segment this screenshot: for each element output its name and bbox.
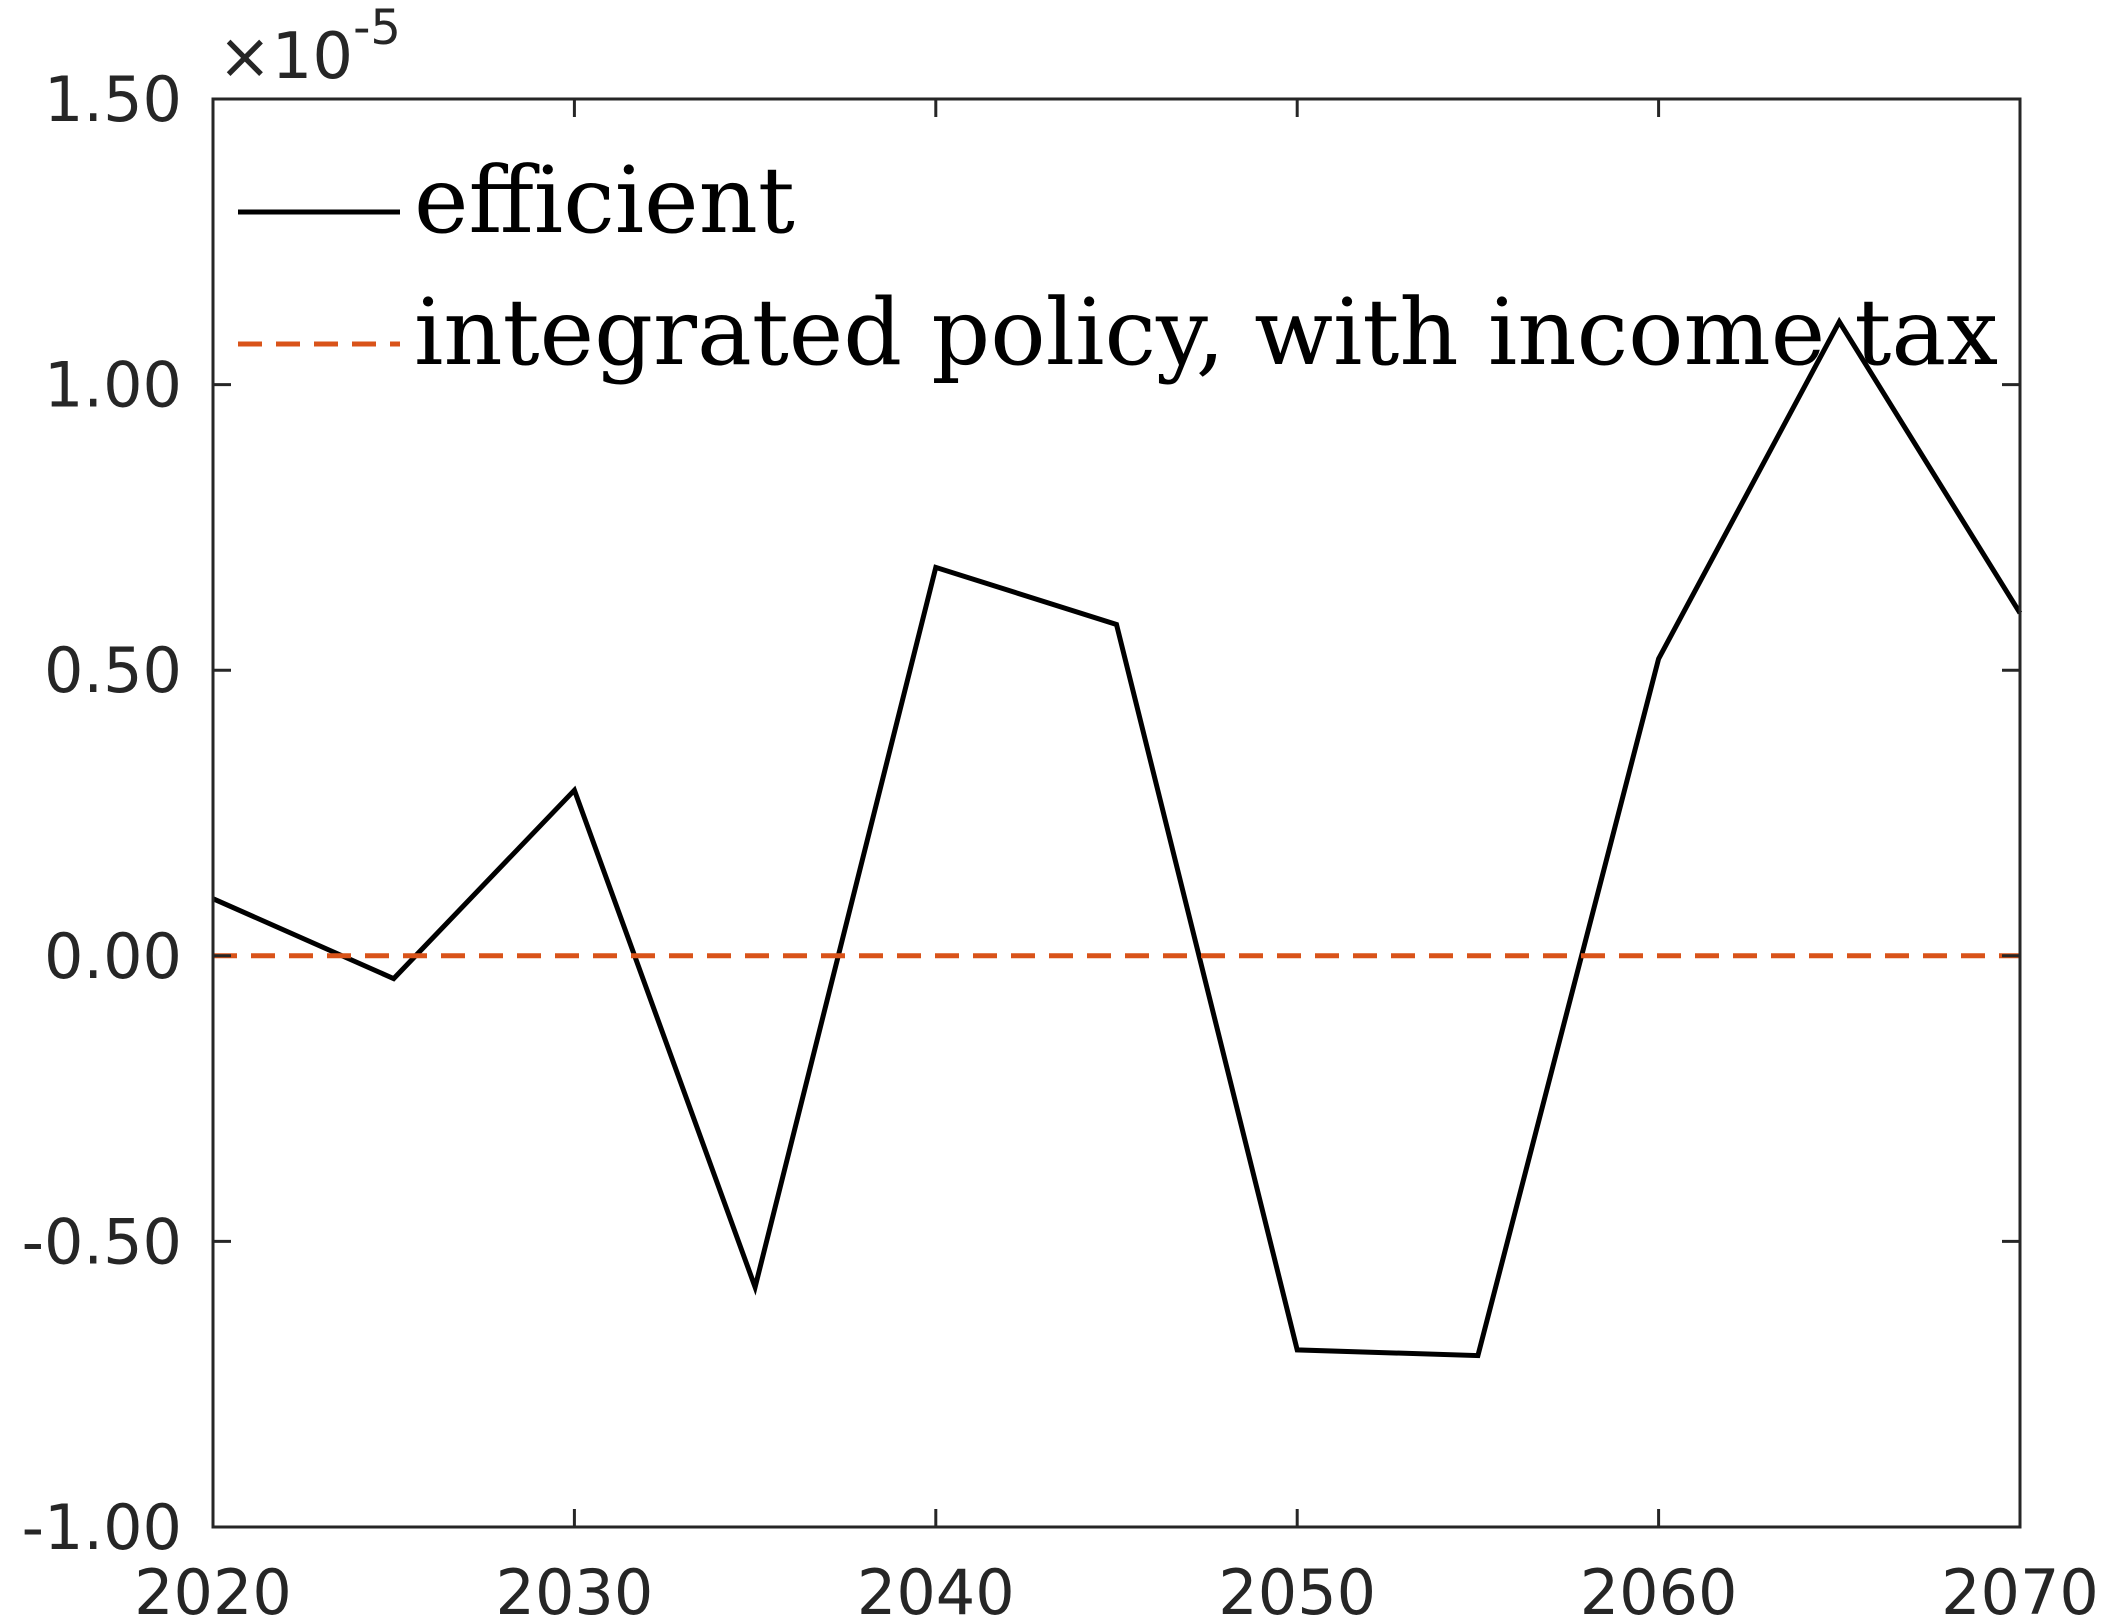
ticks-layer [211,97,2022,1529]
series-layer [211,316,2023,1359]
y-tick-label: -1.00 [22,1491,182,1564]
y-tick-label: 1.00 [44,349,182,422]
y-tick-label: 0.00 [44,920,182,993]
plot-area-frame [211,97,2022,1529]
y-tick-label: 0.50 [44,634,182,707]
x-tick-label: 2060 [1580,1556,1738,1622]
legend: efficient integrated policy, with income … [238,147,1998,386]
x-tick-label: 2020 [134,1556,292,1622]
y-axis-tick-labels: -1.00 -0.50 0.00 0.50 1.00 1.50 [22,63,182,1564]
y-tick-label: 1.50 [44,63,182,136]
x-axis-tick-labels: 2020 2030 2040 2050 2060 2070 [134,1556,2099,1622]
y-axis-multiplier: ×10-5 [218,0,401,94]
y-axis-multiplier-base: ×10 [218,20,353,94]
series-line-efficient [211,316,2023,1359]
x-tick-label: 2030 [496,1556,654,1622]
y-tick-label: -0.50 [22,1205,182,1278]
y-axis-multiplier-exponent: -5 [353,0,401,56]
x-tick-label: 2040 [857,1556,1015,1622]
legend-label-integrated-policy: integrated policy, with income tax [414,279,1998,386]
legend-label-efficient: efficient [414,147,795,254]
x-tick-label: 2050 [1218,1556,1376,1622]
x-tick-label: 2070 [1941,1556,2099,1622]
